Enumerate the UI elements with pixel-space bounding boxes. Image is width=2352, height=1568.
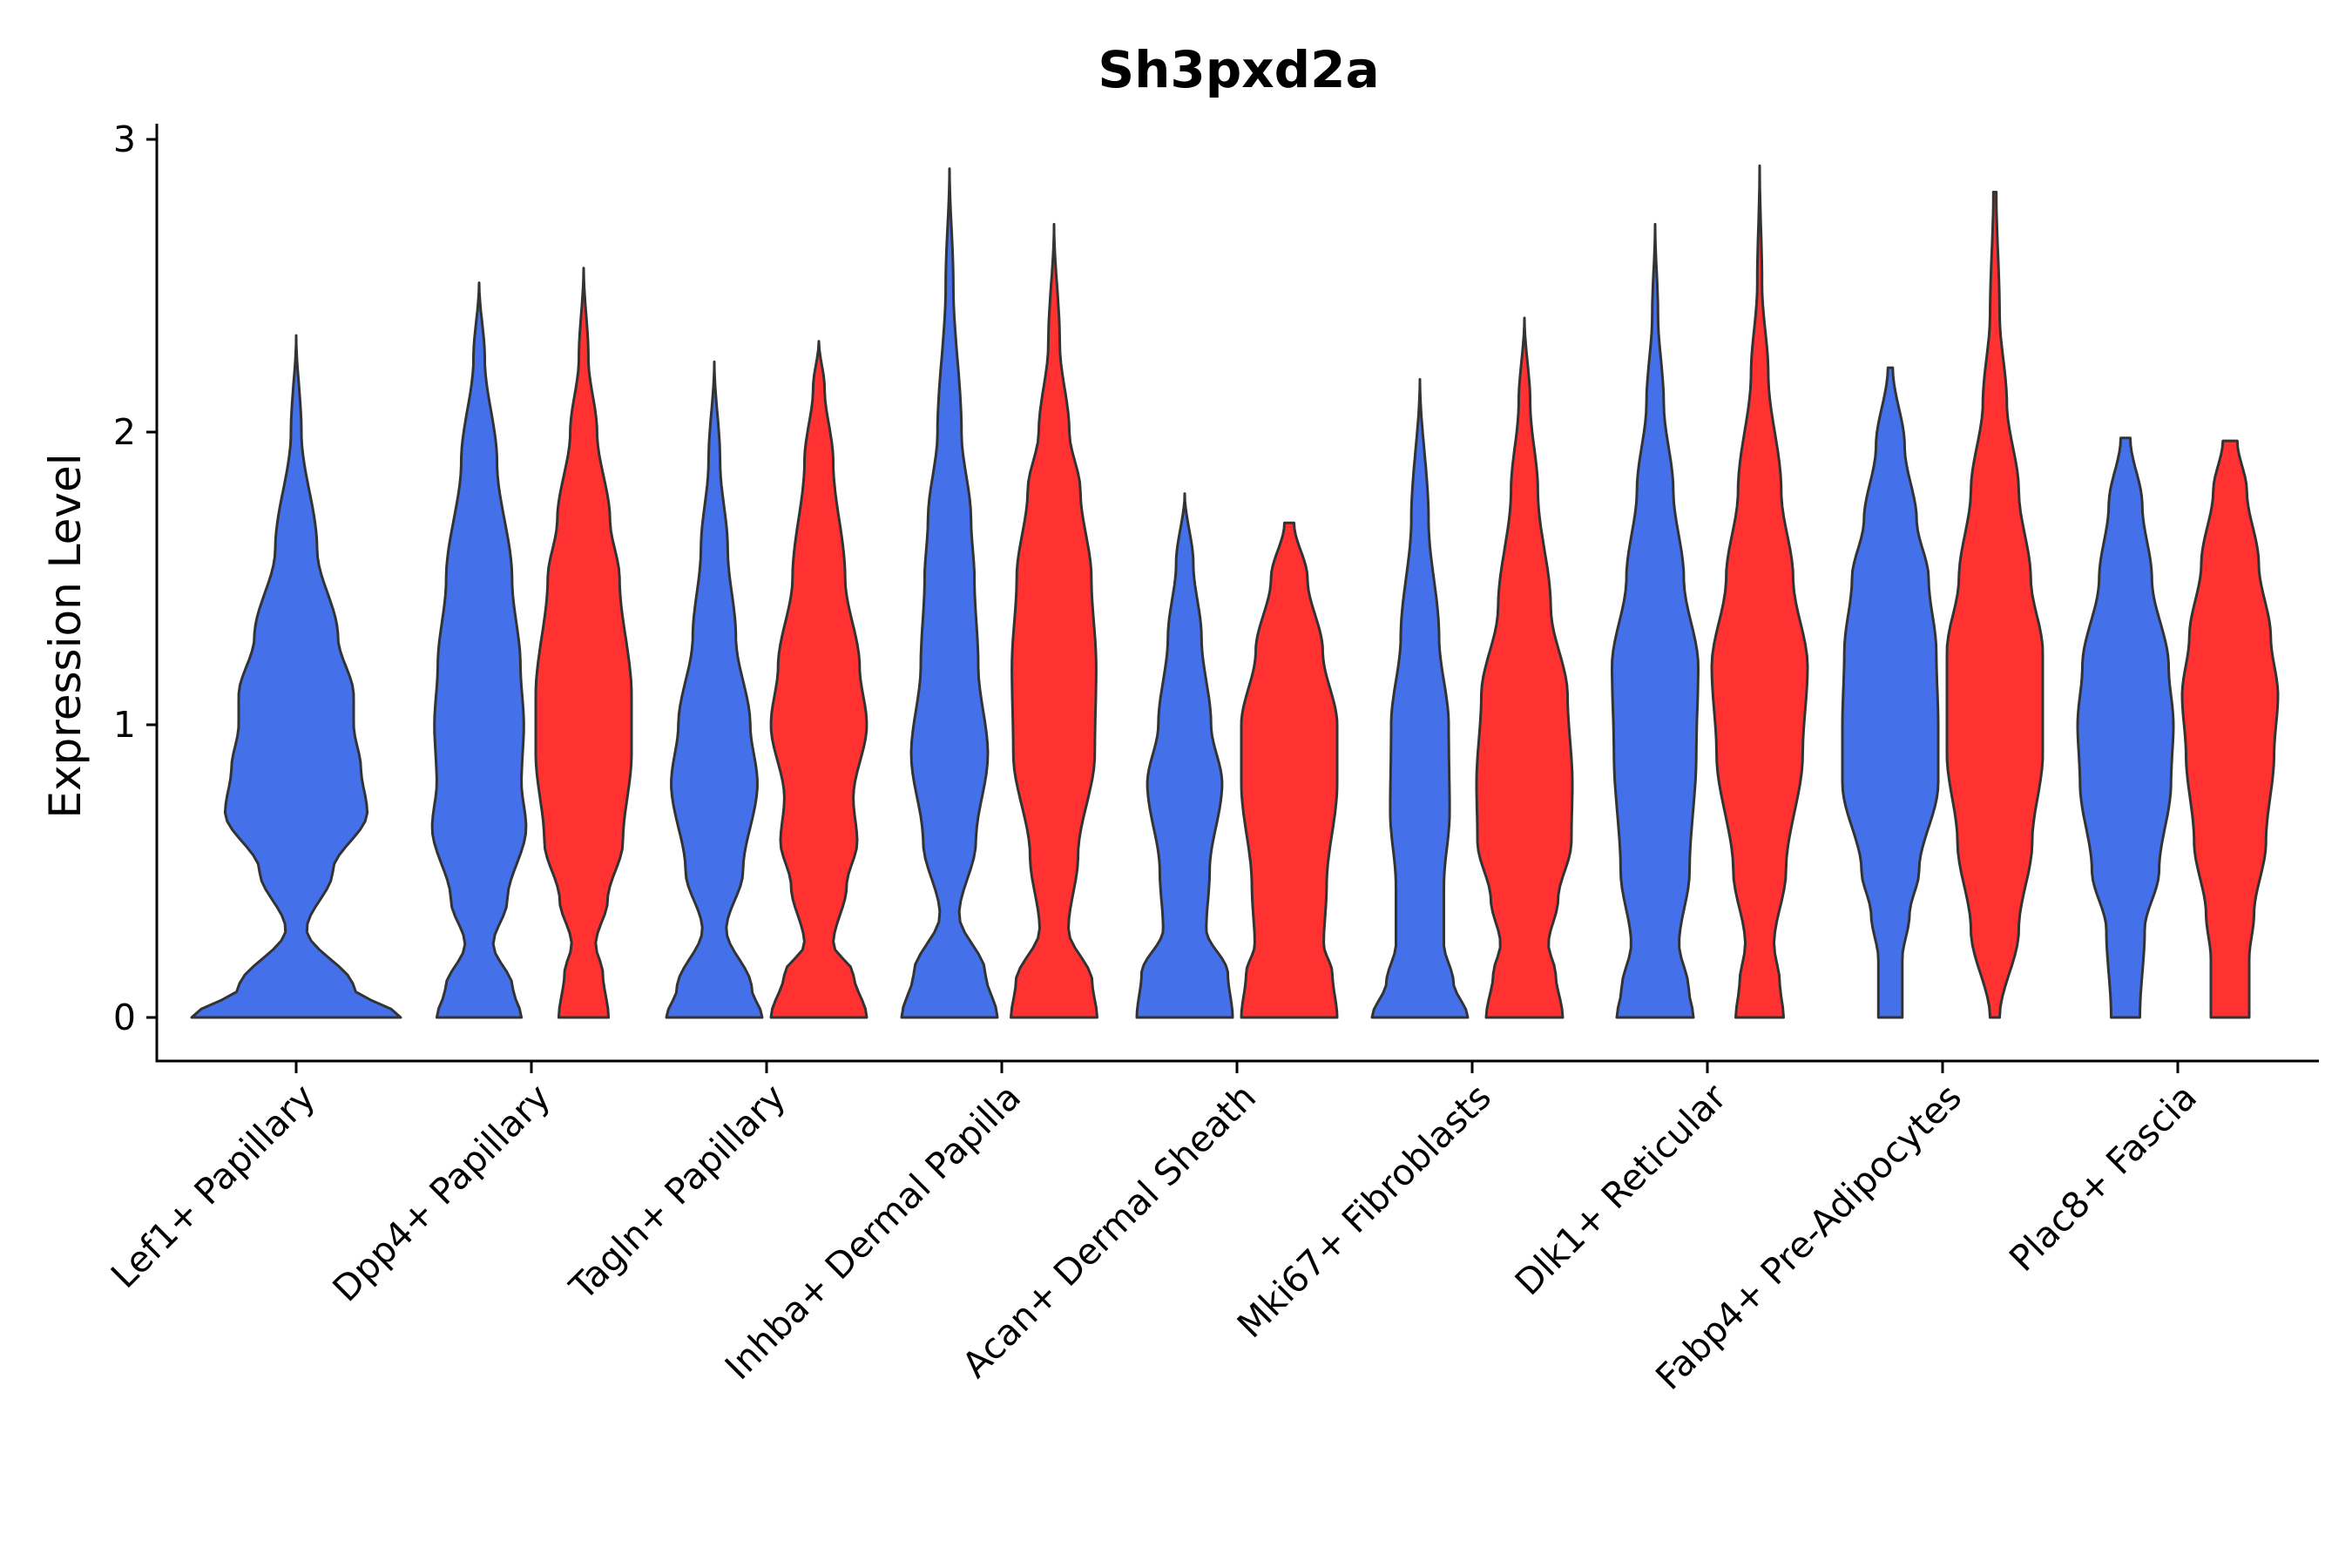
x-tick-label: Dpp4+ Papillary (325, 1076, 558, 1309)
violin-2-a (665, 360, 764, 1019)
y-tick-label: 2 (113, 411, 136, 453)
violins-group (190, 164, 2280, 1019)
y-axis-label: Expression Level (40, 453, 91, 818)
violin-4-b (1240, 521, 1339, 1019)
chart-title: Sh3pxd2a (1098, 40, 1379, 99)
violin-1-a (430, 281, 528, 1019)
x-tick-label: Tagln+ Papillary (561, 1076, 794, 1308)
y-tick-label: 1 (113, 704, 136, 746)
x-tick-label: Lef1+ Papillary (103, 1076, 323, 1296)
violin-1-b (534, 267, 633, 1019)
violin-3-b (1010, 222, 1098, 1019)
violin-4-a (1135, 492, 1234, 1019)
violin-8-a (2076, 436, 2175, 1019)
violin-6-a (1611, 222, 1700, 1019)
violin-7-a (1841, 366, 1940, 1019)
violin-5-a (1370, 378, 1470, 1019)
violin-0-a (190, 334, 402, 1019)
x-tick-label: Mki67+ Fibroblasts (1229, 1076, 1499, 1346)
violin-6-b (1710, 164, 1809, 1019)
y-tick-label: 3 (113, 118, 136, 160)
violin-5-b (1475, 316, 1574, 1019)
x-tick-label: Dlk1+ Reticular (1507, 1076, 1734, 1303)
violin-3-a (900, 167, 999, 1019)
x-ticks-group: Lef1+ Papillary Dpp4+ Papillary Tagln+ Pap… (103, 1061, 2205, 1398)
violin-7-b (1945, 191, 2044, 1019)
violin-2-b (769, 340, 868, 1019)
y-tick-label: 0 (113, 997, 136, 1038)
x-tick-label: Plac8+ Fascia (2001, 1076, 2205, 1280)
y-ticks-group: 0 1 2 3 (113, 118, 157, 1038)
violin-8-b (2180, 439, 2280, 1019)
